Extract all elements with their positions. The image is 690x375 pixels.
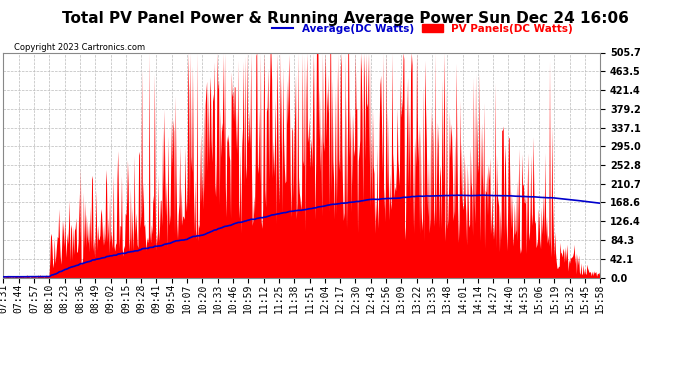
Legend: Average(DC Watts), PV Panels(DC Watts): Average(DC Watts), PV Panels(DC Watts) — [268, 20, 578, 38]
Text: Copyright 2023 Cartronics.com: Copyright 2023 Cartronics.com — [14, 43, 145, 52]
Text: Total PV Panel Power & Running Average Power Sun Dec 24 16:06: Total PV Panel Power & Running Average P… — [61, 11, 629, 26]
